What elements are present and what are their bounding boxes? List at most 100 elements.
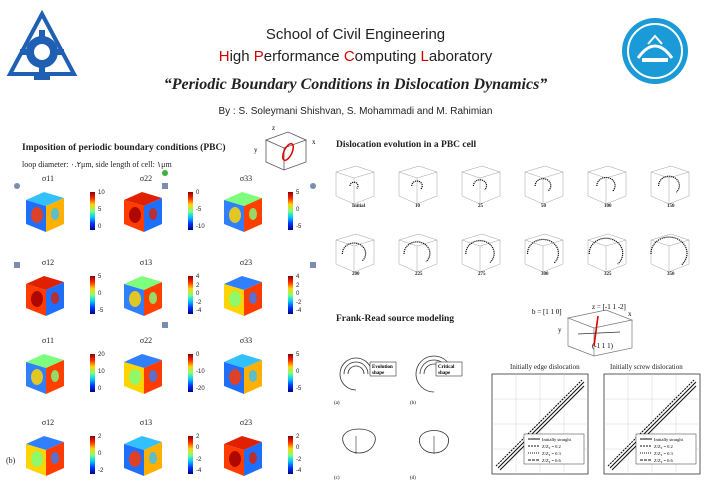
x-axis-label: x xyxy=(628,310,632,318)
colorbar-tick: -5 xyxy=(296,224,302,230)
frank-read-cell-diagram: b = [1 1 0] z = [-1 1 -2] x y (-1 1 1) xyxy=(532,303,634,357)
colorbar xyxy=(90,192,95,230)
b-vector-label: b = [1 1 0] xyxy=(532,308,562,316)
svg-text:shape: shape xyxy=(372,371,385,376)
colorbar-tick: 0 xyxy=(98,224,102,230)
stress-field-cube xyxy=(224,192,262,232)
edge-plot-title: Initially edge dislocation xyxy=(510,363,580,371)
colorbar-tick: 0 xyxy=(98,451,102,457)
svg-text:Initially straight: Initially straight xyxy=(654,437,684,442)
evolution-step-label: 25 xyxy=(478,204,483,209)
svg-text:Z/Z₀ = 0.6: Z/Z₀ = 0.6 xyxy=(654,458,673,463)
svg-text:Initially straight: Initially straight xyxy=(542,437,572,442)
colorbar-tick: -10 xyxy=(196,224,205,230)
svg-text:Z/Z₀ = 0.6: Z/Z₀ = 0.6 xyxy=(542,458,561,463)
selection-handle xyxy=(14,262,20,268)
evolution-step-label: 50 xyxy=(541,204,546,209)
colorbar-tick: 2 xyxy=(196,434,200,440)
plane-normal-label: (-1 1 1) xyxy=(592,342,614,350)
colorbar-tick: 0 xyxy=(98,291,102,297)
colorbar-tick: -2 xyxy=(296,456,302,463)
stress-field-cube xyxy=(26,354,64,394)
stress-component-label: σ22 xyxy=(139,174,153,183)
colorbar-tick: -5 xyxy=(196,207,202,213)
svg-text:z: z xyxy=(272,124,275,132)
selection-handle xyxy=(14,183,20,189)
edge-dislocation-plot: Initially straight Z/Z₀ = 0.2 Z/Z₀ = 0.3… xyxy=(491,373,589,475)
evolution-thumbnail xyxy=(524,165,564,205)
svg-text:x: x xyxy=(312,138,316,146)
stress-component-label: σ33 xyxy=(239,174,253,183)
evolution-step-label: Initial xyxy=(352,204,366,209)
colorbar-tick: -2 xyxy=(296,299,302,306)
stress-component-label: σ13 xyxy=(139,258,153,267)
evolution-step-label: 300 xyxy=(541,272,549,277)
colorbar-tick: 0 xyxy=(296,369,300,375)
evolution-thumbnail xyxy=(398,233,438,273)
svg-text:shape: shape xyxy=(438,371,451,376)
pbc-section-title: Imposition of periodic boundary conditio… xyxy=(22,143,226,153)
colorbar-tick: 5 xyxy=(98,274,102,280)
stress-field-cube xyxy=(26,276,64,316)
colorbar-tick: 5 xyxy=(296,352,300,358)
frank-read-section-title: Frank-Read source modeling xyxy=(336,314,455,324)
stress-field-cube xyxy=(26,192,64,232)
y-axis-label: y xyxy=(558,326,562,334)
selection-handle xyxy=(162,322,168,328)
svg-text:(b): (b) xyxy=(410,401,416,406)
colorbar-tick: -2 xyxy=(98,468,104,474)
stress-field-cube xyxy=(124,354,162,394)
evolution-step-label: 150 xyxy=(667,204,675,209)
critical-shape-label: Critical xyxy=(438,365,455,370)
colorbar xyxy=(188,436,193,474)
colorbar-tick: 5 xyxy=(98,207,102,213)
colorbar-tick: -4 xyxy=(296,308,302,314)
engineering-school-logo xyxy=(6,10,78,80)
stress-component-label: σ11 xyxy=(41,174,54,183)
colorbar-tick: 0 xyxy=(196,190,200,196)
lab-name: High Performance Computing Laboratory xyxy=(218,48,493,65)
colorbar-tick: -20 xyxy=(196,386,205,392)
svg-text:Z/Z₀ = 0.2: Z/Z₀ = 0.2 xyxy=(542,444,561,449)
colorbar-tick: 5 xyxy=(296,190,300,196)
svg-text:Z/Z₀ = 0.2: Z/Z₀ = 0.2 xyxy=(654,444,673,449)
poster-title: “Periodic Boundary Conditions in Disloca… xyxy=(163,76,548,93)
evolution-step-label: 350 xyxy=(667,272,675,277)
colorbar-tick: 10 xyxy=(98,369,105,375)
stress-component-label: σ33 xyxy=(239,336,253,345)
frank-read-sketches: Evolution shape Critical shape (a) (b) (… xyxy=(334,355,463,481)
colorbar-tick: 4 xyxy=(196,274,200,280)
evolution-thumbnail xyxy=(398,165,438,205)
evolution-step-label: 225 xyxy=(415,272,423,277)
colorbar-tick: 2 xyxy=(196,282,200,289)
colorbar-tick: 0 xyxy=(196,352,200,358)
colorbar-tick: -4 xyxy=(296,468,302,474)
stress-field-cube xyxy=(124,436,162,476)
colorbar-tick: -5 xyxy=(98,308,104,314)
svg-text:Z/Z₀ = 0.3: Z/Z₀ = 0.3 xyxy=(542,451,561,456)
rotation-handle xyxy=(162,170,168,176)
screw-plot-title: Initially screw dislocation xyxy=(610,363,683,371)
colorbar-tick: 20 xyxy=(98,352,105,358)
colorbar xyxy=(188,192,193,230)
stress-field-cube xyxy=(224,436,262,476)
evolution-step-label: 275 xyxy=(478,272,486,277)
colorbar-tick: 10 xyxy=(98,190,105,196)
stress-component-label: σ22 xyxy=(139,336,153,345)
cell-axes-diagram: z x y xyxy=(254,124,316,171)
stress-field-cube xyxy=(224,276,262,316)
evolution-thumbnail xyxy=(587,165,627,205)
colorbar-tick: -5 xyxy=(296,386,302,392)
svg-text:(a): (a) xyxy=(334,401,340,406)
colorbar xyxy=(90,354,95,392)
colorbar xyxy=(288,436,293,474)
colorbar xyxy=(90,276,95,314)
z-axis-label: z = [-1 1 -2] xyxy=(592,303,626,311)
evolution-step-label: 10 xyxy=(415,204,420,209)
colorbar-tick: -2 xyxy=(196,299,202,306)
colorbar xyxy=(288,354,293,392)
colorbar xyxy=(288,192,293,230)
evolution-shape-label: Evolution xyxy=(372,365,393,370)
colorbar-tick: -4 xyxy=(196,308,202,314)
pbc-subtitle: loop diameter: ۰.۲μm, side length of cel… xyxy=(22,160,172,169)
